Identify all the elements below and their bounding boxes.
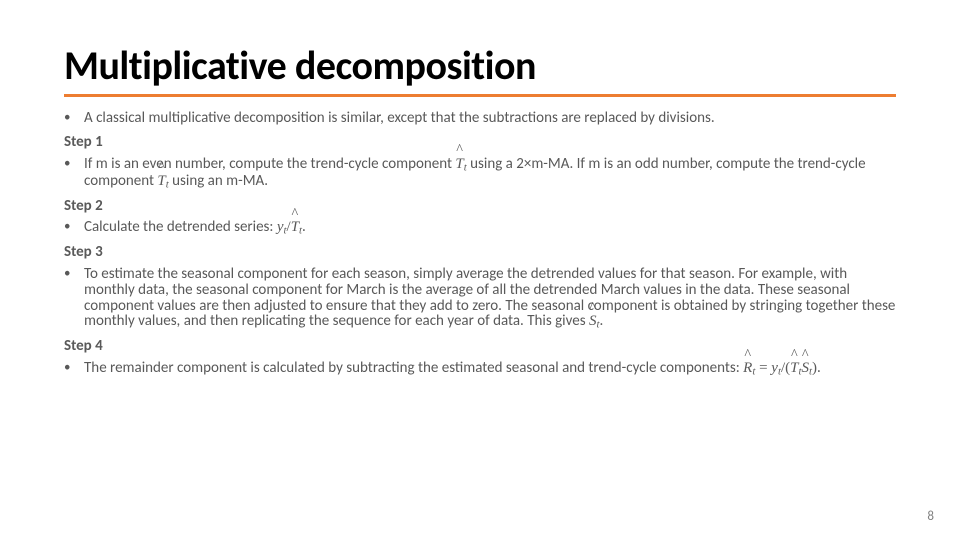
bullet-dot: • [64,361,84,378]
Shat-symbol: ^S [589,314,597,330]
step2-part-b: . [302,218,306,236]
slide: Multiplicative decomposition • A classic… [0,0,960,540]
step4-part-a: The remainder component is calculated by… [84,359,743,377]
step2-part-a: Calculate the detrended series: [84,218,277,236]
That-symbol: ^T [790,361,798,377]
step2-label: Step 2 [64,199,896,215]
intro-text: A classical multiplicative decomposition… [84,111,896,127]
step2-bullet: • Calculate the detrended series: yt/^Tt… [64,220,896,237]
y-symbol: y [771,360,778,376]
That-symbol: ^T [455,157,463,173]
step1-label: Step 1 [64,135,896,151]
step4-part-b: . [817,359,821,377]
bullet-dot: • [64,220,84,237]
step3-text: To estimate the seasonal component for e… [84,267,896,331]
bullet-dot: • [64,111,84,127]
slide-title: Multiplicative decomposition [64,44,896,97]
Rhat-symbol: ^R [743,361,752,377]
step1-part-a: If m is an even number, compute the tren… [84,155,455,173]
bullet-dot: • [64,267,84,331]
step3-part-a: To estimate the seasonal component for e… [84,265,895,330]
step2-text: Calculate the detrended series: yt/^Tt. [84,220,896,237]
That-symbol: ^T [157,174,165,190]
step1-bullet: • If m is an even number, compute the tr… [64,157,896,191]
step3-part-b: . [599,312,603,330]
y-symbol: y [277,219,284,235]
intro-bullet: • A classical multiplicative decompositi… [64,111,896,127]
bullet-dot: • [64,157,84,191]
step4-label: Step 4 [64,339,896,355]
That-symbol: ^T [291,220,299,236]
slide-body: • A classical multiplicative decompositi… [64,111,896,378]
step1-part-c: using an m-MA. [169,172,268,190]
Shat-symbol: ^S [801,361,809,377]
step4-bullet: • The remainder component is calculated … [64,361,896,378]
step1-text: If m is an even number, compute the tren… [84,157,896,191]
step3-bullet: • To estimate the seasonal component for… [64,267,896,331]
eq-symbol: = [755,360,771,376]
page-number: 8 [927,509,934,524]
step4-text: The remainder component is calculated by… [84,361,896,378]
step3-label: Step 3 [64,245,896,261]
